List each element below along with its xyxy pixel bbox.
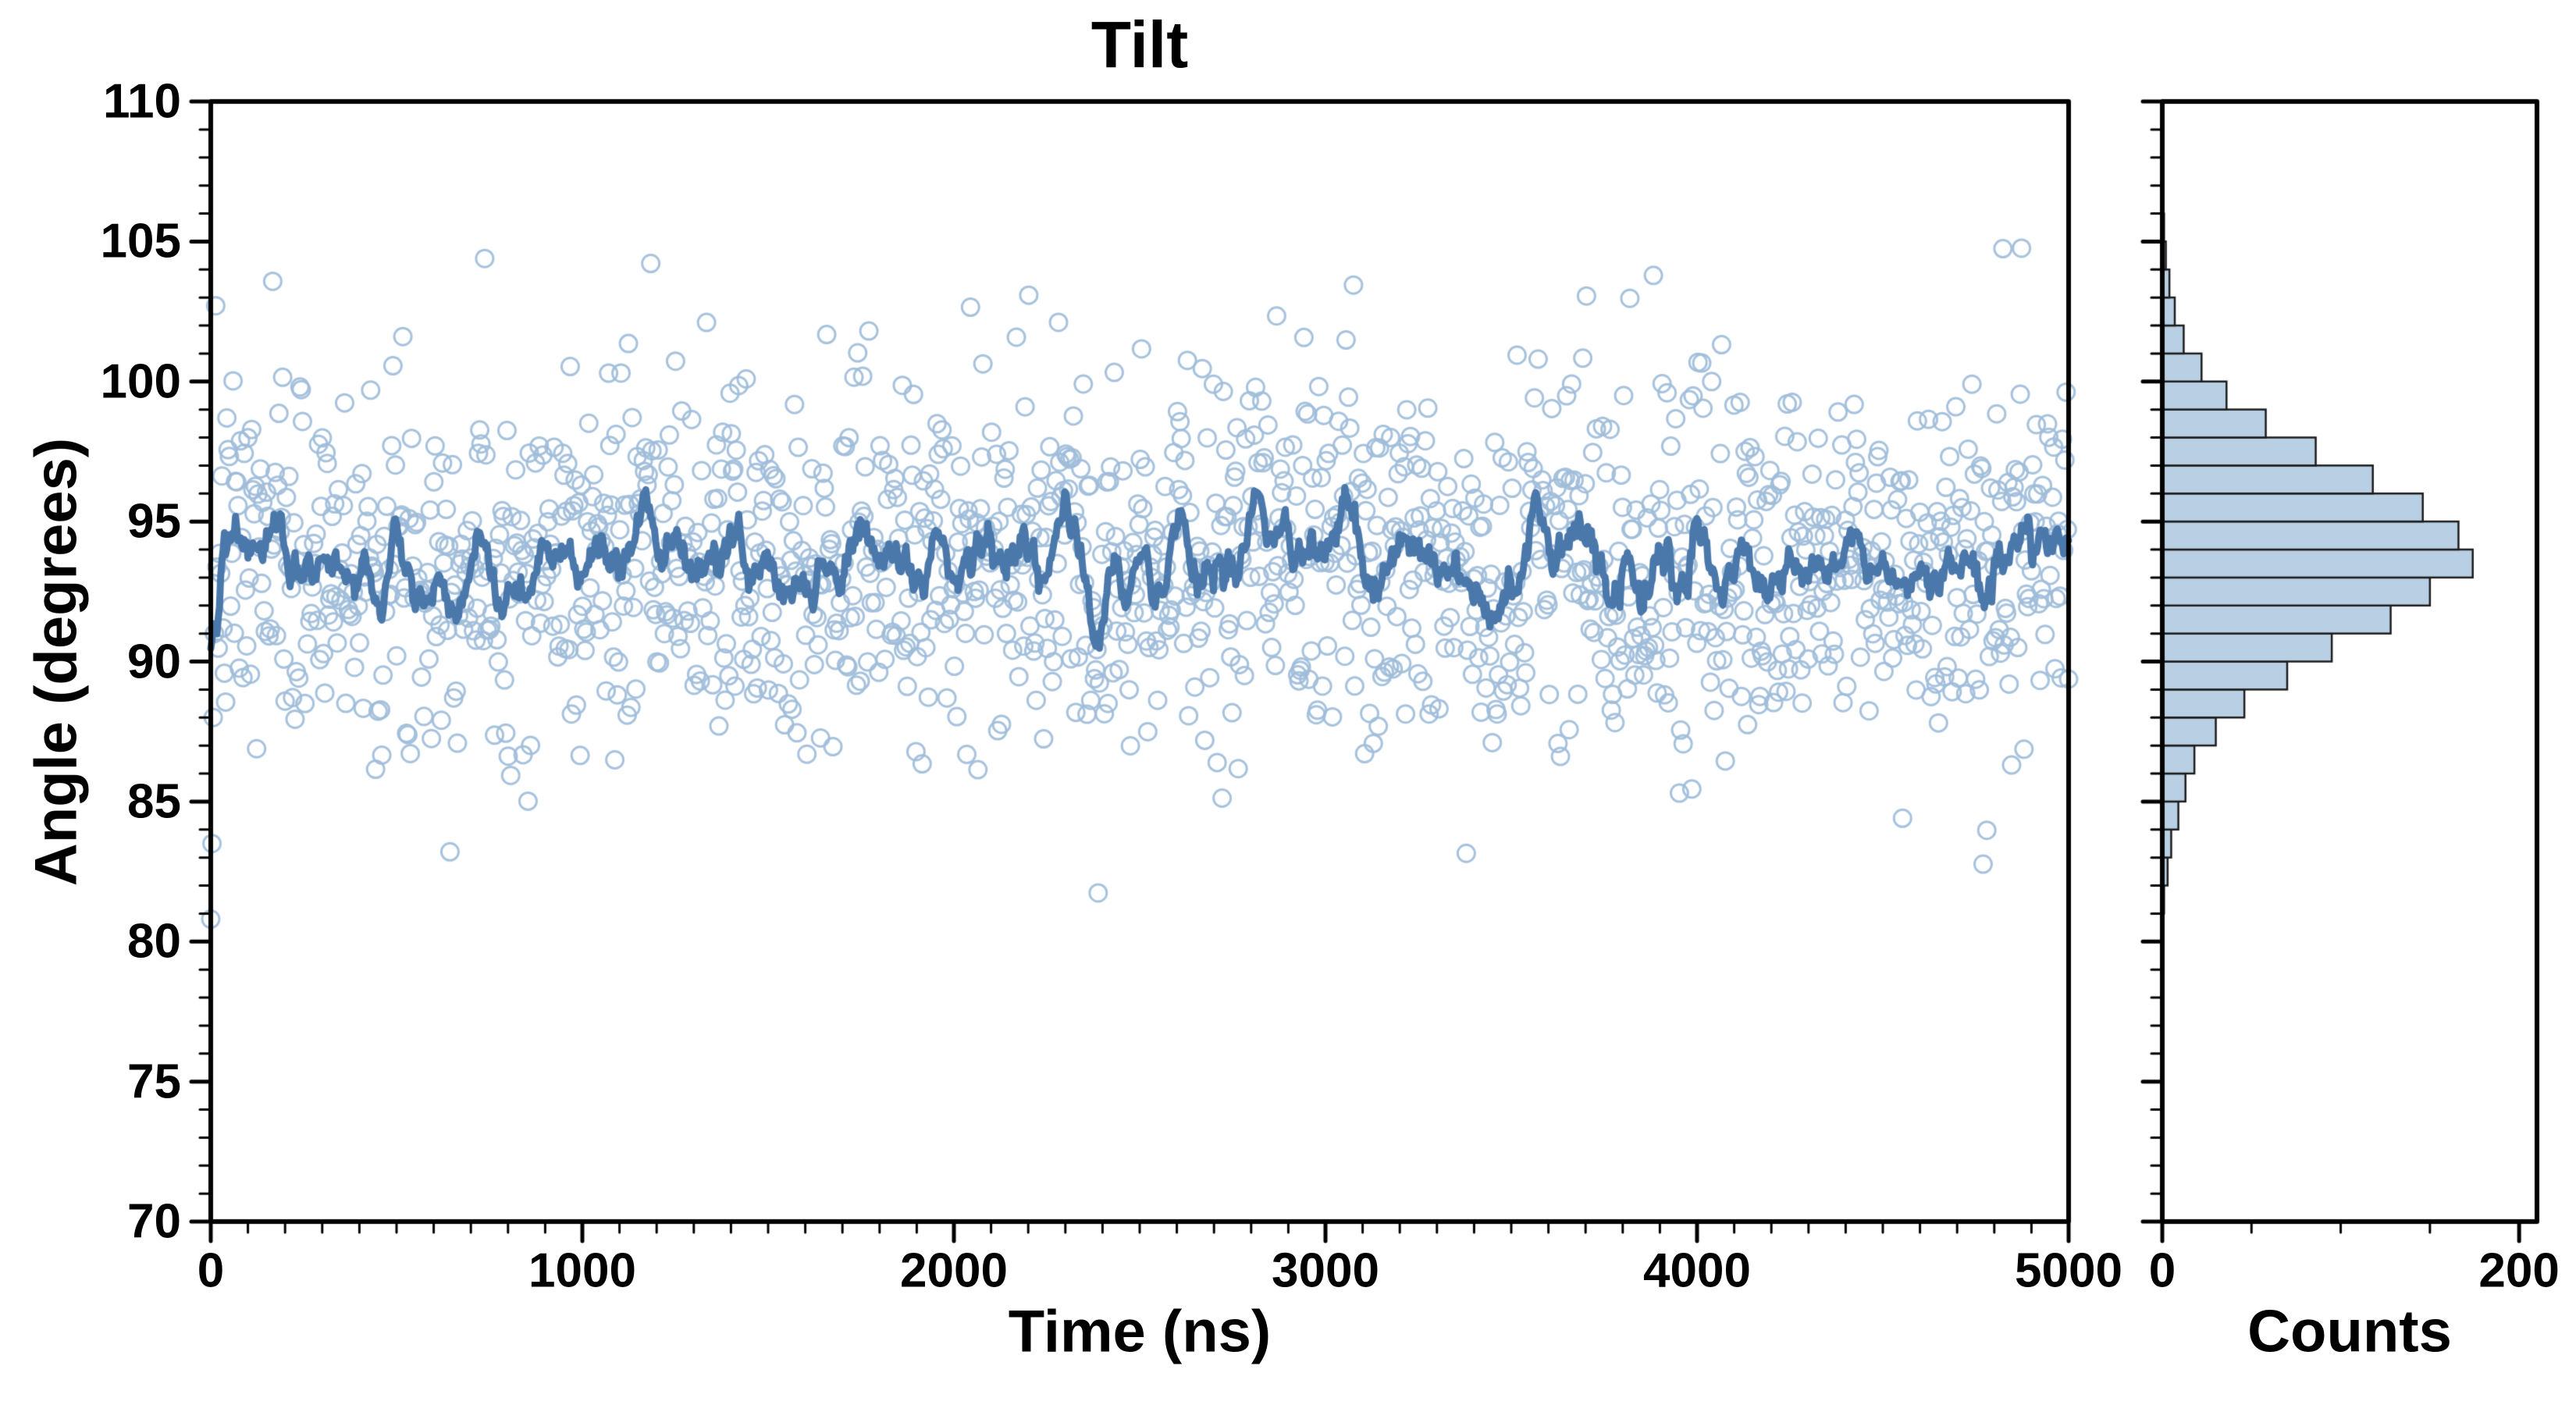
- y-tick-label: 90: [127, 635, 181, 688]
- hist-x-axis-label: Counts: [2247, 1298, 2452, 1365]
- x-tick-label: 1000: [528, 1243, 636, 1298]
- chart-title: Tilt: [1091, 8, 1189, 82]
- hist-x-tick-label: 200: [2478, 1243, 2560, 1298]
- x-tick-label: 5000: [2015, 1243, 2122, 1298]
- y-tick-label: 95: [127, 494, 181, 549]
- y-axis-label: Angle (degrees): [23, 437, 90, 887]
- x-tick-label: 2000: [900, 1243, 1008, 1298]
- y-tick-label: 100: [100, 354, 181, 409]
- y-tick-label: 105: [100, 214, 181, 269]
- y-tick-label: 70: [127, 1194, 181, 1249]
- y-tick-label: 85: [127, 774, 181, 829]
- y-tick-label: 80: [127, 914, 181, 969]
- y-tick-label: 110: [102, 74, 181, 129]
- y-tick-label: 75: [127, 1055, 181, 1109]
- hist-x-tick-label: 0: [2148, 1243, 2176, 1298]
- x-tick-label: 3000: [1272, 1243, 1379, 1298]
- x-axis-label: Time (ns): [1008, 1298, 1272, 1365]
- x-tick-label: 0: [197, 1243, 225, 1298]
- x-tick-label: 4000: [1643, 1243, 1751, 1298]
